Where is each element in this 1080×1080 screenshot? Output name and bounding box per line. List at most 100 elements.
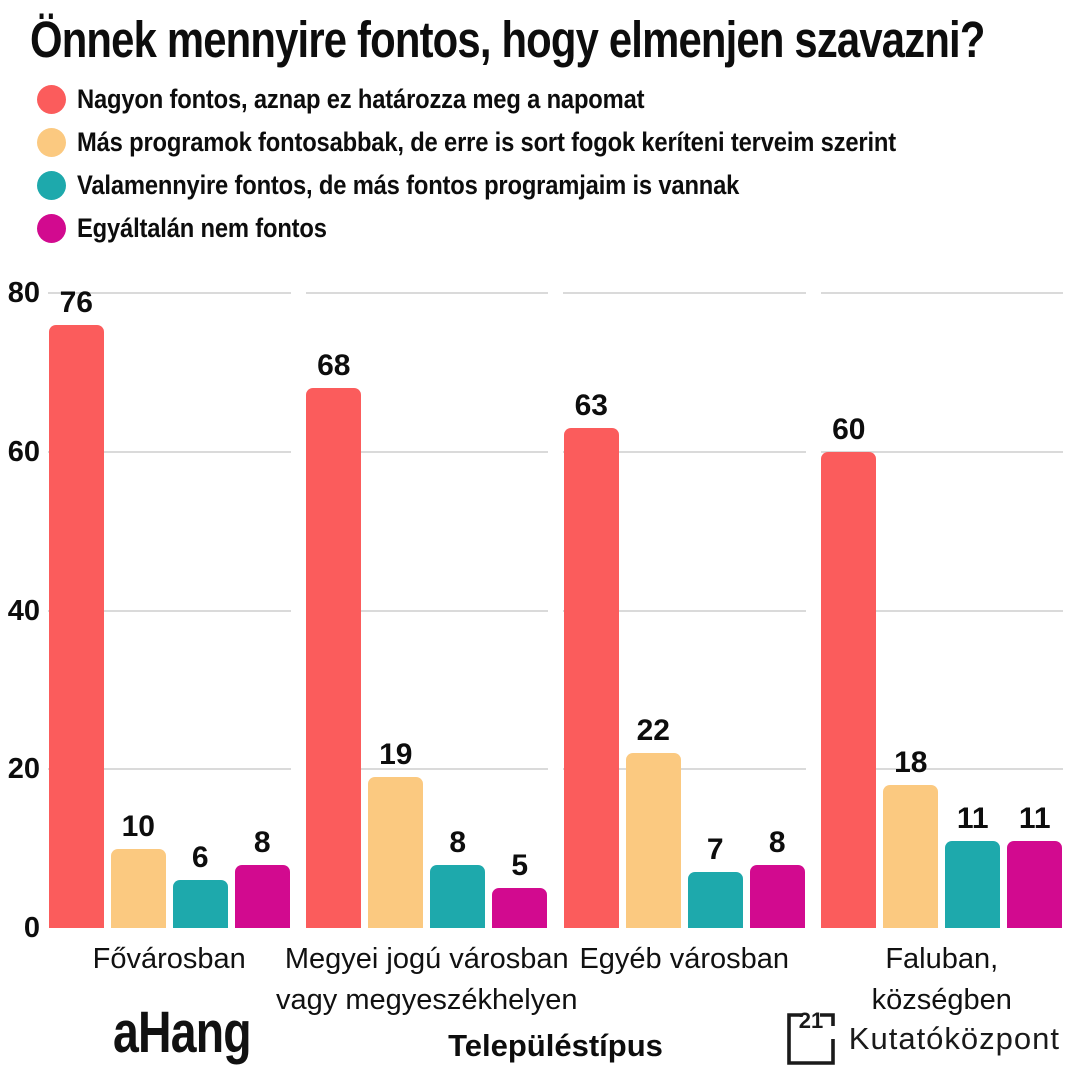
category-panel: 68 19 8 5 Megyei jogú városban vagy megyeszé… xyxy=(276,292,577,1016)
y-axis-tick-40: 40 xyxy=(7,594,40,627)
bar-column: 11 xyxy=(945,801,1001,928)
gridline-40 xyxy=(48,609,291,612)
bar-column: 22 xyxy=(625,714,681,928)
gridline-80 xyxy=(820,292,1063,294)
bar-value-label: 19 xyxy=(379,738,413,772)
bar-value-label: 6 xyxy=(191,841,209,875)
bar-series-2 xyxy=(110,848,166,928)
gridline-40 xyxy=(305,609,548,612)
y-axis-tick-20: 20 xyxy=(7,753,40,786)
gridline-40 xyxy=(820,609,1063,612)
bar-column: 18 xyxy=(883,746,939,928)
bar-group: 60 18 11 11 xyxy=(821,413,1064,928)
legend-swatch-icon xyxy=(37,128,66,157)
bar-value-label: 8 xyxy=(253,825,271,859)
x-axis-title: Településtípus xyxy=(448,1028,663,1063)
bar-series-3 xyxy=(172,880,228,928)
bar-column: 8 xyxy=(234,825,290,928)
bar-column: 8 xyxy=(749,825,805,928)
bar-chart-circle-icon xyxy=(16,991,100,1075)
kutatokozpont-wordmark: Kutatóközpont xyxy=(848,1021,1060,1056)
bar-value-label: 68 xyxy=(317,349,351,383)
bar-series-2 xyxy=(625,753,681,928)
bar-group: 63 22 7 8 xyxy=(563,389,806,928)
y-axis-tick-80: 80 xyxy=(7,277,40,309)
legend: Nagyon fontos, aznap ez határozza meg a … xyxy=(37,84,1008,257)
bar-series-2 xyxy=(883,785,939,928)
kutatokozpont-logo: 21 Kutatóközpont xyxy=(785,1011,1060,1067)
bar-column: 60 xyxy=(821,412,877,928)
legend-item: Más programok fontosabbak, de erre is so… xyxy=(37,127,1008,157)
bar-value-label: 5 xyxy=(511,849,529,883)
bar-series-4 xyxy=(234,864,290,928)
bar-value-label: 8 xyxy=(449,825,467,859)
bar-series-1 xyxy=(306,388,362,928)
legend-swatch-icon xyxy=(37,171,66,200)
bar-column: 8 xyxy=(430,825,486,928)
y-axis-tick-0: 0 xyxy=(23,912,40,944)
bar-column: 6 xyxy=(172,841,228,928)
legend-item: Valamennyire fontos, de más fontos progr… xyxy=(37,170,1008,200)
bar-series-4 xyxy=(749,864,805,928)
bar-series-3 xyxy=(687,872,743,928)
gridline-60 xyxy=(563,450,806,453)
bar-value-label: 76 xyxy=(59,285,93,319)
bar-value-label: 7 xyxy=(706,833,724,867)
category-label: Faluban, községben xyxy=(871,943,1012,1016)
legend-swatch-icon xyxy=(37,85,66,114)
legend-item-label: Nagyon fontos, aznap ez határozza meg a … xyxy=(77,84,645,114)
y-axis-tick-60: 60 xyxy=(7,435,40,468)
bar-series-1 xyxy=(821,451,877,928)
legend-swatch-icon xyxy=(37,214,66,243)
gridline-20 xyxy=(563,768,806,771)
legend-item-label: Egyáltalán nem fontos xyxy=(77,213,327,243)
bar-column: 10 xyxy=(110,809,166,928)
bar-group: 68 19 8 5 xyxy=(306,349,549,928)
gridline-20 xyxy=(305,768,548,771)
gridline-80 xyxy=(563,292,806,294)
bar-value-label: 22 xyxy=(636,714,670,748)
legend-item: Nagyon fontos, aznap ez határozza meg a … xyxy=(37,84,1008,114)
bar-series-2 xyxy=(368,777,424,928)
legend-item: Egyáltalán nem fontos xyxy=(37,213,1008,243)
bar-column: 19 xyxy=(368,738,424,928)
equalizer-bar-icon xyxy=(51,1046,61,1059)
equalizer-bar-icon xyxy=(51,1013,61,1041)
category-label: Fővárosban xyxy=(92,943,246,975)
category-panel: 60 18 11 11 Faluban, községben xyxy=(820,292,1064,1016)
bar-value-label: 18 xyxy=(894,746,928,780)
bar-series-3 xyxy=(945,840,1001,928)
gridline-80 xyxy=(48,292,291,294)
bar-value-label: 11 xyxy=(1018,801,1051,835)
bar-value-label: 11 xyxy=(956,801,989,835)
gridline-60 xyxy=(48,450,291,453)
gridline-60 xyxy=(820,450,1063,453)
gridline-20 xyxy=(48,768,291,771)
plot-area: 76 10 6 8 Fővárosban 68 19 8 5 Megyei jogú városb… xyxy=(48,286,1064,1016)
chart-title: Önnek mennyire fontos, hogy elmenjen sza… xyxy=(30,11,985,68)
bar-value-label: 8 xyxy=(768,825,786,859)
logo-number: 21 xyxy=(799,1011,823,1033)
bar-series-4 xyxy=(1007,840,1063,928)
bar-column: 7 xyxy=(687,833,743,928)
bar-column: 63 xyxy=(563,389,619,928)
category-label: Egyéb városban xyxy=(579,943,790,975)
bar-series-1 xyxy=(48,324,104,928)
bar-value-label: 60 xyxy=(832,412,866,446)
gridline-80 xyxy=(305,292,548,294)
equalizer-bar-icon xyxy=(35,1030,45,1058)
bracket-21-icon: 21 xyxy=(786,1011,835,1065)
bar-value-label: 10 xyxy=(121,809,155,843)
bar-column: 11 xyxy=(1007,801,1063,928)
bar-column: 5 xyxy=(492,849,548,928)
bar-column: 76 xyxy=(48,285,104,928)
bar-column: 68 xyxy=(306,349,362,928)
gridline-40 xyxy=(563,609,806,612)
legend-item-label: Más programok fontosabbak, de erre is so… xyxy=(77,127,896,157)
category-panel: 63 22 7 8 Egyéb városban xyxy=(563,292,806,975)
ahang-wordmark: aHang xyxy=(113,1000,252,1065)
ahang-logo: aHang xyxy=(16,991,285,1075)
gridline-60 xyxy=(305,450,548,453)
bar-group: 76 10 6 8 xyxy=(48,286,291,928)
